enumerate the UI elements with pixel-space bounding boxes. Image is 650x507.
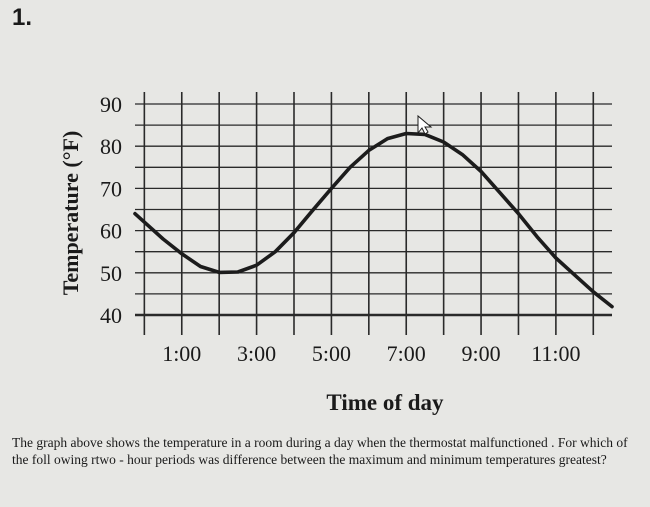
y-tick-label: 70	[100, 176, 122, 201]
y-axis-label: Temperature (°F)	[58, 131, 83, 296]
x-tick-label: 1:00	[162, 341, 201, 366]
chart-grid	[135, 92, 612, 335]
mouse-cursor-icon	[417, 114, 433, 135]
question-text: The graph above shows the temperature in…	[12, 435, 628, 467]
x-axis-label: Time of day	[326, 390, 444, 415]
y-tick-labels: 40 50 60 70 80 90	[100, 92, 122, 328]
x-tick-label: 7:00	[387, 341, 426, 366]
y-tick-label: 90	[100, 92, 122, 117]
temperature-chart: 40 50 60 70 80 90 1:00 3:00 5:00 7:00 9:00 11:00 T…	[58, 92, 614, 415]
x-tick-labels: 1:00 3:00 5:00 7:00 9:00 11:00	[162, 341, 580, 366]
y-tick-label: 80	[100, 134, 122, 159]
question-number: 1.	[12, 4, 33, 31]
series-line	[133, 131, 614, 309]
x-tick-label: 5:00	[312, 341, 351, 366]
y-tick-label: 50	[100, 261, 122, 286]
y-tick-label: 40	[100, 303, 122, 328]
y-tick-label: 60	[100, 219, 122, 244]
x-tick-label: 11:00	[531, 341, 580, 366]
x-tick-label: 9:00	[461, 341, 500, 366]
x-tick-label: 3:00	[237, 341, 276, 366]
